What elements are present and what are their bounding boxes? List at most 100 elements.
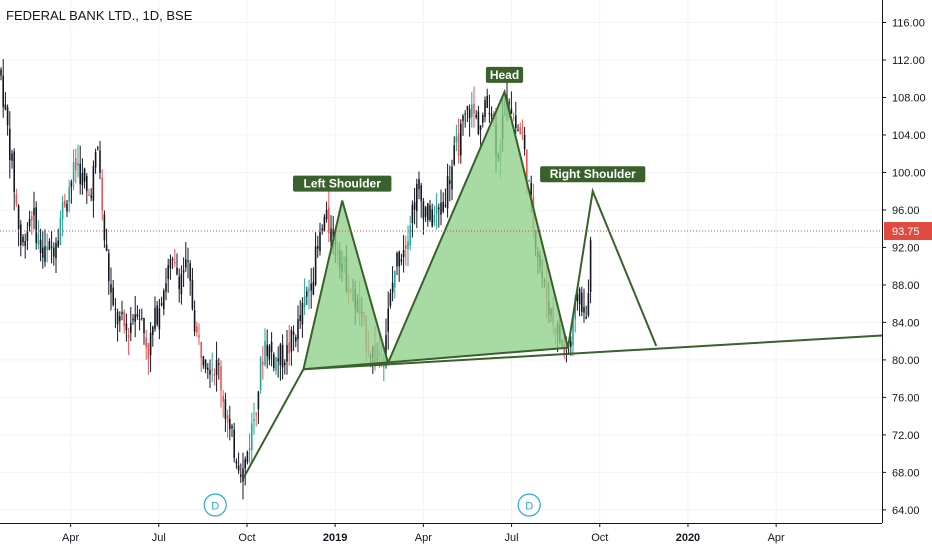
candle-body xyxy=(297,319,299,340)
candle-body xyxy=(198,335,200,338)
dividend-label: D xyxy=(525,501,533,513)
neckline[interactable] xyxy=(303,334,883,371)
candle-body xyxy=(209,370,211,375)
annotation-box xyxy=(485,66,524,83)
candle xyxy=(53,242,55,266)
annotation-label[interactable]: Left Shoulder xyxy=(293,175,392,192)
candle-body xyxy=(174,261,176,264)
annotation-label[interactable]: Head xyxy=(485,66,524,83)
candle xyxy=(145,329,147,360)
candle xyxy=(255,411,257,427)
candle xyxy=(284,359,286,375)
candle xyxy=(11,149,13,169)
candle xyxy=(231,423,233,437)
dividend-circle xyxy=(517,493,541,517)
candle-body xyxy=(207,367,209,370)
candle xyxy=(229,405,231,441)
candle-body xyxy=(222,395,224,403)
pattern-triangle[interactable] xyxy=(303,200,389,370)
candle xyxy=(83,167,86,189)
candle-body xyxy=(237,465,240,471)
candle-body xyxy=(132,318,134,321)
candle xyxy=(281,334,284,380)
candle xyxy=(180,265,183,305)
candle xyxy=(275,356,277,375)
candle xyxy=(13,148,15,211)
candle xyxy=(187,247,189,279)
time-tick-label: 2019 xyxy=(323,532,347,544)
candle xyxy=(519,122,521,135)
candle-body xyxy=(17,205,20,229)
candle xyxy=(163,288,165,316)
candle-body xyxy=(229,418,231,430)
candle xyxy=(440,189,442,226)
candle-body xyxy=(396,252,398,267)
candle-body xyxy=(508,101,510,104)
candle-body xyxy=(110,284,112,293)
pattern-zigzag[interactable] xyxy=(242,88,658,479)
candle-body xyxy=(266,344,268,357)
candle xyxy=(457,118,460,164)
candle xyxy=(174,248,176,267)
candle xyxy=(178,268,180,303)
candle xyxy=(292,325,295,351)
candle xyxy=(321,224,323,235)
candle-body xyxy=(103,214,106,241)
candle-body xyxy=(138,318,141,320)
candle-body xyxy=(317,245,319,249)
candle-body xyxy=(26,230,29,241)
dividend-marker[interactable]: D xyxy=(517,493,541,517)
candle-body xyxy=(295,337,297,342)
candle-body xyxy=(28,218,31,227)
candle-body xyxy=(147,343,150,359)
candle xyxy=(521,119,524,141)
candle xyxy=(477,105,480,136)
last-price-badge[interactable]: 93.75 xyxy=(884,222,932,241)
candle-body xyxy=(411,204,414,224)
candle xyxy=(585,305,587,320)
candle-body xyxy=(479,125,482,130)
price-tick-label: 92.00 xyxy=(892,242,920,254)
pattern-base[interactable] xyxy=(303,346,569,371)
pattern-triangle[interactable] xyxy=(388,91,569,363)
candle-body xyxy=(409,225,411,246)
candle-body xyxy=(275,356,277,371)
candle-body xyxy=(464,113,466,115)
candle xyxy=(226,409,229,438)
candle-body xyxy=(530,182,532,196)
candle-body xyxy=(121,312,123,315)
candle-body xyxy=(438,207,440,210)
candle-body xyxy=(160,303,163,306)
candle-body xyxy=(154,307,156,330)
candle-body xyxy=(471,104,473,117)
annotation-box xyxy=(293,175,392,192)
candle xyxy=(130,306,132,342)
candle xyxy=(22,234,24,247)
pattern-layer[interactable]: Left Shoulder Head Right Shoulder xyxy=(242,66,883,479)
candle-body xyxy=(42,247,44,258)
dividend-marker[interactable]: D xyxy=(203,493,227,517)
candle xyxy=(301,297,304,338)
candle xyxy=(416,178,418,229)
candle xyxy=(581,286,583,317)
candle xyxy=(165,267,167,301)
candle-body xyxy=(167,265,169,279)
candle xyxy=(429,199,431,223)
candle-body xyxy=(288,342,290,354)
annotation-box xyxy=(540,166,646,183)
candle xyxy=(141,308,143,321)
annotation-label[interactable]: Right Shoulder xyxy=(540,166,646,183)
candle-body xyxy=(204,359,207,370)
candle xyxy=(191,267,194,311)
candle-body xyxy=(462,115,464,121)
time-tick-label: Oct xyxy=(591,532,608,544)
candle-body xyxy=(589,240,592,292)
candle-body xyxy=(37,234,40,245)
price-tick-label: 68.00 xyxy=(892,467,920,479)
candle xyxy=(312,267,315,296)
candle-body xyxy=(61,202,64,219)
candle xyxy=(400,253,403,266)
